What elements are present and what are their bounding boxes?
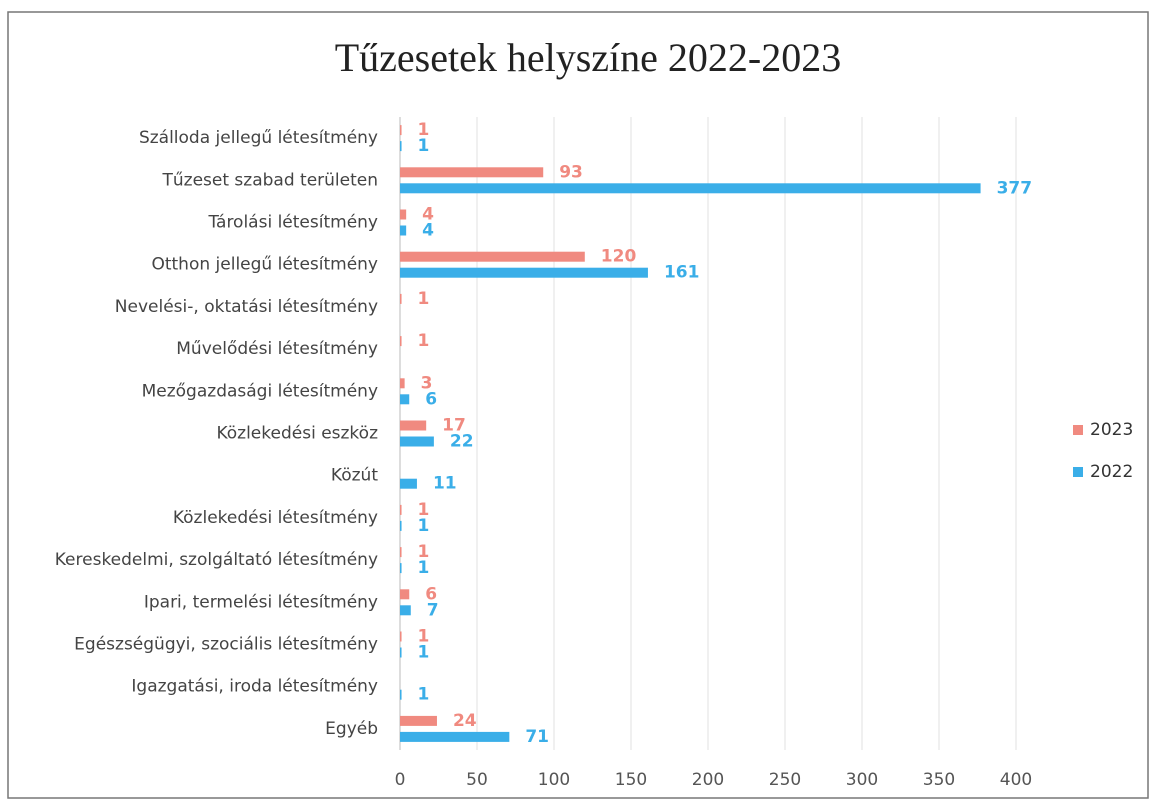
bar — [400, 141, 402, 152]
chart-title: Tűzesetek helyszíne 2022-2023 — [335, 35, 842, 80]
legend-swatch — [1073, 467, 1083, 477]
bar — [400, 520, 402, 531]
x-tick-label: 300 — [846, 770, 878, 790]
value-label: 1 — [418, 289, 430, 309]
value-label: 6 — [425, 389, 437, 409]
value-label: 3 — [421, 373, 433, 393]
y-tick-label: Ipari, termelési létesítmény — [144, 592, 378, 612]
value-label: 93 — [559, 162, 583, 182]
value-label: 4 — [422, 205, 434, 225]
value-label: 120 — [601, 247, 637, 267]
value-label: 1 — [418, 685, 430, 705]
bar — [400, 731, 510, 742]
value-label: 17 — [442, 416, 466, 436]
x-tick-label: 50 — [466, 770, 488, 790]
value-label: 1 — [418, 331, 430, 351]
x-tick-label: 0 — [395, 770, 406, 790]
y-tick-label: Művelődési létesítmény — [176, 339, 378, 359]
value-label: 7 — [427, 600, 439, 620]
value-label: 11 — [433, 474, 457, 494]
value-label: 377 — [997, 178, 1033, 198]
bar — [400, 436, 434, 447]
legend-label: 2022 — [1090, 462, 1133, 482]
bar — [400, 183, 981, 194]
value-label: 4 — [422, 221, 434, 241]
bar — [400, 293, 402, 304]
bar — [400, 563, 402, 574]
x-tick-label: 200 — [692, 770, 724, 790]
bar — [400, 267, 648, 278]
y-tick-label: Szálloda jellegű létesítmény — [139, 128, 378, 148]
x-tick-label: 250 — [769, 770, 801, 790]
value-label: 1 — [418, 136, 430, 156]
bar — [400, 589, 410, 600]
value-label: 161 — [664, 263, 700, 283]
y-tick-label: Kereskedelmi, szolgáltató létesítmény — [55, 550, 378, 570]
bar — [400, 394, 410, 405]
y-tick-label: Mezőgazdasági létesítmény — [142, 381, 378, 401]
bar — [400, 605, 411, 616]
legend-swatch — [1073, 425, 1083, 435]
x-tick-label: 150 — [615, 770, 647, 790]
bar — [400, 209, 407, 220]
value-label: 24 — [453, 711, 477, 731]
bar — [400, 125, 402, 136]
bar — [400, 420, 427, 431]
bar — [400, 631, 402, 642]
bar — [400, 715, 437, 726]
y-tick-label: Egészségügyi, szociális létesítmény — [74, 635, 378, 655]
value-label: 22 — [450, 432, 474, 452]
bar — [400, 547, 402, 558]
bar — [400, 225, 407, 236]
y-tick-label: Tűzeset szabad területen — [162, 170, 379, 190]
bar — [400, 251, 585, 262]
x-tick-label: 400 — [1000, 770, 1032, 790]
bar — [400, 478, 417, 489]
y-tick-label: Egyéb — [325, 719, 378, 739]
value-label: 1 — [418, 500, 430, 520]
value-label: 1 — [418, 120, 430, 140]
bar — [400, 167, 544, 178]
bar — [400, 378, 405, 389]
x-tick-label: 350 — [923, 770, 955, 790]
value-label: 1 — [418, 643, 430, 663]
y-tick-label: Közlekedési létesítmény — [173, 508, 378, 528]
bar — [400, 647, 402, 658]
legend-label: 2023 — [1090, 420, 1133, 440]
bar — [400, 689, 402, 700]
x-tick-label: 100 — [538, 770, 570, 790]
y-tick-label: Nevelési-, oktatási létesítmény — [115, 297, 378, 317]
value-label: 6 — [425, 584, 437, 604]
value-label: 1 — [418, 542, 430, 562]
bar — [400, 504, 402, 515]
y-tick-label: Közlekedési eszköz — [216, 424, 378, 444]
y-tick-label: Otthon jellegű létesítmény — [151, 255, 378, 275]
bar — [400, 336, 402, 347]
value-label: 1 — [418, 516, 430, 536]
y-tick-label: Tárolási létesítmény — [207, 213, 378, 233]
y-tick-label: Igazgatási, iroda létesítmény — [131, 677, 378, 697]
value-label: 1 — [418, 627, 430, 647]
value-label: 1 — [418, 558, 430, 578]
y-tick-label: Közút — [331, 466, 378, 486]
frame — [7, 11, 1149, 799]
value-label: 71 — [525, 727, 549, 747]
